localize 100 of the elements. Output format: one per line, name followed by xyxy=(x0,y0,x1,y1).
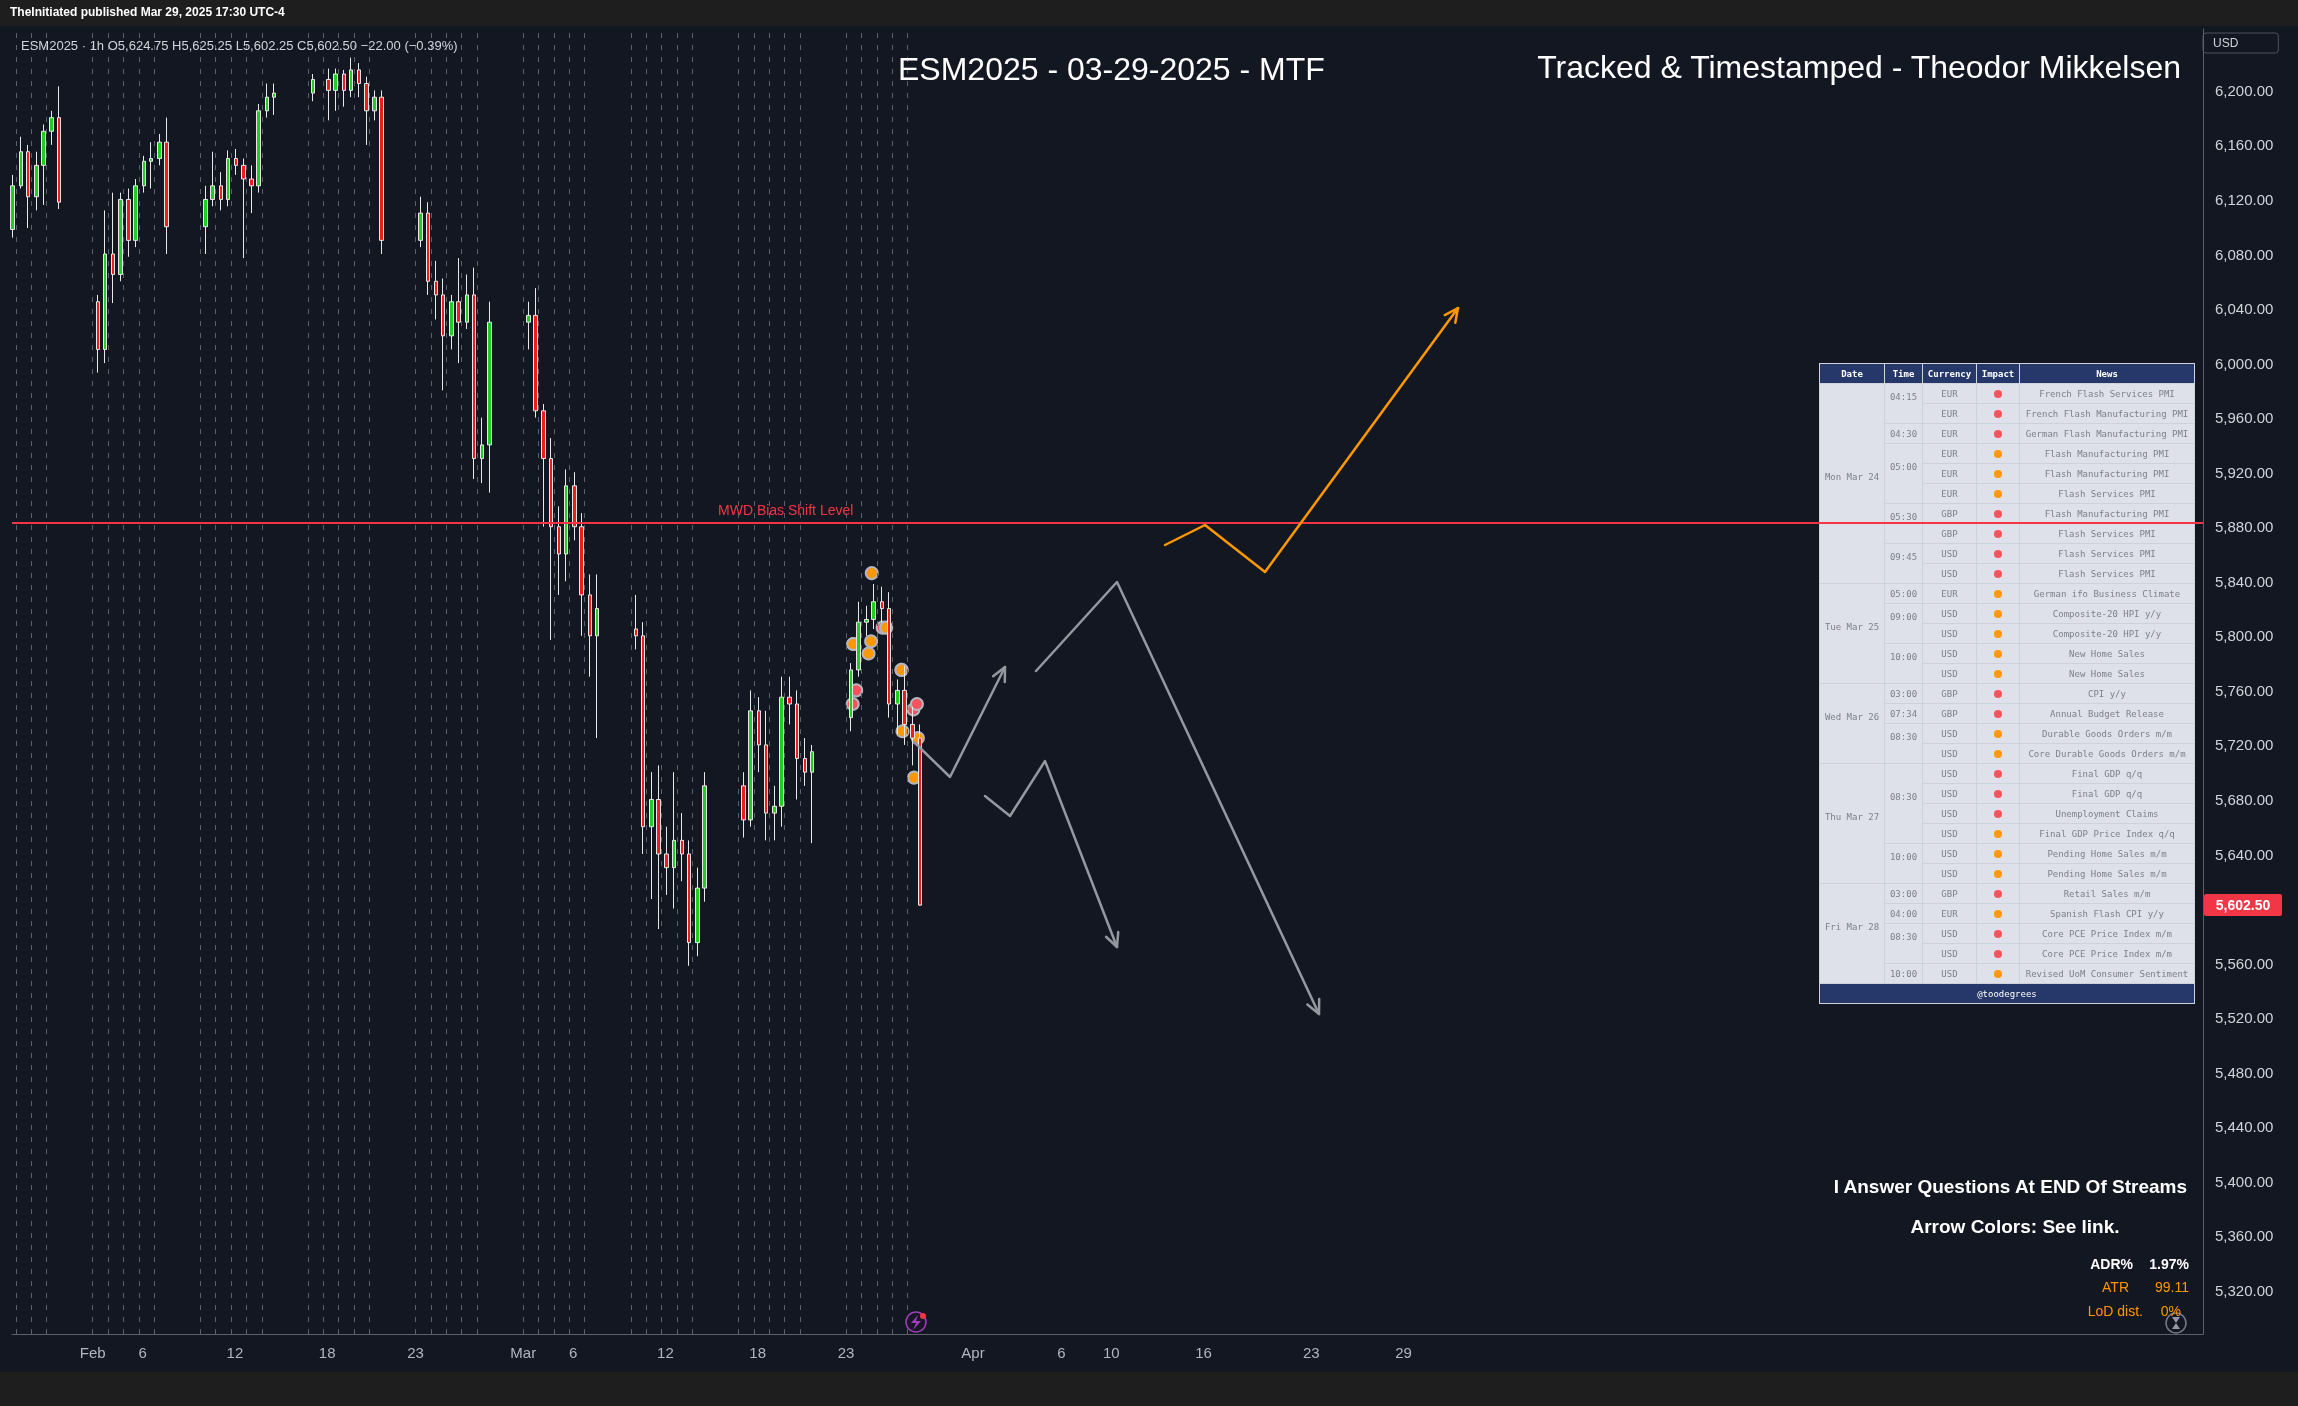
y-tick-label: 6,000.00 xyxy=(2215,354,2274,372)
text: Thu Mar 27 xyxy=(1824,811,1880,822)
x-tick-label: 12 xyxy=(226,1344,244,1361)
text: Flash Manufacturing PMI xyxy=(2044,448,2170,459)
text: USD xyxy=(1941,668,1958,679)
y-tick-label: 5,440.00 xyxy=(2215,1118,2274,1136)
text: EUR xyxy=(1941,588,1958,599)
annotation: Arrow Colors: See link. xyxy=(1910,1216,2120,1238)
text: 08:30 xyxy=(1889,791,1918,802)
y-tick-label: 6,160.00 xyxy=(2215,136,2274,154)
x-tick-label: 6 xyxy=(138,1344,147,1361)
text: Pending Home Sales m/m xyxy=(2047,868,2167,879)
y-tick-label: 6,040.00 xyxy=(2215,300,2274,318)
ref-line-label: MWD Bias Shift Level xyxy=(718,501,854,518)
text: EUR xyxy=(1941,468,1958,479)
text: EUR xyxy=(1941,488,1958,499)
y-tick-label: 5,400.00 xyxy=(2215,1172,2274,1190)
text: GBP xyxy=(1941,528,1958,539)
x-tick-label: 23 xyxy=(837,1344,855,1361)
text: 5,602.50 xyxy=(2204,894,2282,917)
category-label: Date xyxy=(1819,363,1885,384)
x-tick-label: 23 xyxy=(407,1344,424,1361)
y-tick-label: 6,080.00 xyxy=(2215,245,2274,263)
x-tick-label: 18 xyxy=(318,1344,336,1361)
text: USD xyxy=(1941,748,1958,759)
text: Flash Services PMI xyxy=(2058,528,2156,539)
x-tick-label: 29 xyxy=(1395,1344,1412,1361)
text: Retail Sales m/m xyxy=(2063,888,2151,899)
y-tick-label: 5,920.00 xyxy=(2215,463,2274,481)
text: Spanish Flash CPI y/y xyxy=(2050,908,2164,919)
text: 05:00 xyxy=(1889,588,1918,599)
y-tick-label: 5,320.00 xyxy=(2215,1281,2274,1299)
text: 04:15 xyxy=(1889,391,1918,402)
text: Tue Mar 25 xyxy=(1824,621,1880,632)
text: USD xyxy=(1941,768,1958,779)
text: Final GDP q/q xyxy=(2071,788,2143,799)
y-tick-label: 5,560.00 xyxy=(2215,954,2274,972)
y-tick-label: 5,480.00 xyxy=(2215,1063,2274,1081)
text: 10:00 xyxy=(1889,651,1918,662)
text: GBP xyxy=(1941,708,1958,719)
text: 05:30 xyxy=(1889,511,1918,522)
text: Final GDP q/q xyxy=(2071,768,2143,779)
x-tick-label: Mar xyxy=(510,1344,537,1361)
text: Revised UoM Consumer Sentiment xyxy=(2025,968,2189,979)
text: New Home Sales xyxy=(2069,668,2145,679)
text: USD xyxy=(1941,828,1958,839)
x-tick-label: 10 xyxy=(1103,1344,1120,1361)
text: EUR xyxy=(1941,388,1958,399)
text: New Home Sales xyxy=(2069,648,2145,659)
text: EUR xyxy=(1941,408,1958,419)
text: 07:34 xyxy=(1889,708,1918,719)
category-label: Impact xyxy=(1976,363,2020,384)
text: USD xyxy=(1941,808,1958,819)
y-tick-label: 5,840.00 xyxy=(2215,572,2274,590)
text: 04:30 xyxy=(1889,428,1918,439)
text: Core Durable Goods Orders m/m xyxy=(2028,748,2186,759)
text: 08:30 xyxy=(1889,931,1918,942)
text: GBP xyxy=(1941,888,1958,899)
y-tick-label: 6,200.00 xyxy=(2215,81,2274,99)
y-tick-label: 5,960.00 xyxy=(2215,409,2274,427)
category-label: News xyxy=(2019,363,2195,384)
y-tick-label: 5,800.00 xyxy=(2215,627,2274,645)
text: CPI y/y xyxy=(2088,688,2126,699)
text: Fri Mar 28 xyxy=(1824,921,1880,932)
annotation: 99.11 xyxy=(2155,1278,2189,1296)
x-tick-label: 6 xyxy=(1057,1344,1066,1361)
text: USD xyxy=(1941,648,1958,659)
text: GBP xyxy=(1941,688,1958,699)
y-tick-label: 6,120.00 xyxy=(2215,190,2274,208)
y-tick-label: 5,520.00 xyxy=(2215,1009,2274,1027)
y-tick-label: 5,360.00 xyxy=(2215,1227,2274,1245)
text: German Flash Manufacturing PMI xyxy=(2025,428,2189,439)
annotation: I Answer Questions At END Of Streams xyxy=(1833,1176,2187,1198)
text: 10:00 xyxy=(1889,968,1918,979)
text: Durable Goods Orders m/m xyxy=(2041,728,2173,739)
text: Pending Home Sales m/m xyxy=(2047,848,2167,859)
text: French Flash Services PMI xyxy=(2039,388,2175,399)
annotation: 1.97% xyxy=(2149,1255,2189,1273)
y-tick-label: 5,720.00 xyxy=(2215,736,2274,754)
annotation: ATR xyxy=(2102,1278,2129,1296)
text: Flash Manufacturing PMI xyxy=(2044,468,2170,479)
text: Composite-20 HPI y/y xyxy=(2052,608,2162,619)
x-tick-label: Feb xyxy=(79,1344,106,1361)
text: Unemployment Claims xyxy=(2055,808,2159,819)
x-tick-label: Apr xyxy=(961,1344,985,1361)
annotation: Tracked & Timestamped - Theodor Mikkelsen xyxy=(1537,48,2181,86)
text: French Flash Manufacturing PMI xyxy=(2025,408,2189,419)
text: USD xyxy=(1941,848,1958,859)
y-tick-label: 5,640.00 xyxy=(2215,845,2274,863)
text: USD xyxy=(1941,868,1958,879)
category-label: Currency xyxy=(1922,363,1977,384)
x-tick-label: 12 xyxy=(657,1344,674,1361)
x-tick-label: 23 xyxy=(1302,1344,1320,1361)
text: Final GDP Price Index q/q xyxy=(2039,828,2175,839)
y-tick-label: 5,760.00 xyxy=(2215,681,2274,699)
text: USD xyxy=(1941,548,1958,559)
text: EUR xyxy=(1941,428,1958,439)
text: EUR xyxy=(1941,448,1958,459)
text: 08:30 xyxy=(1889,731,1918,742)
text: USD xyxy=(1941,568,1958,579)
